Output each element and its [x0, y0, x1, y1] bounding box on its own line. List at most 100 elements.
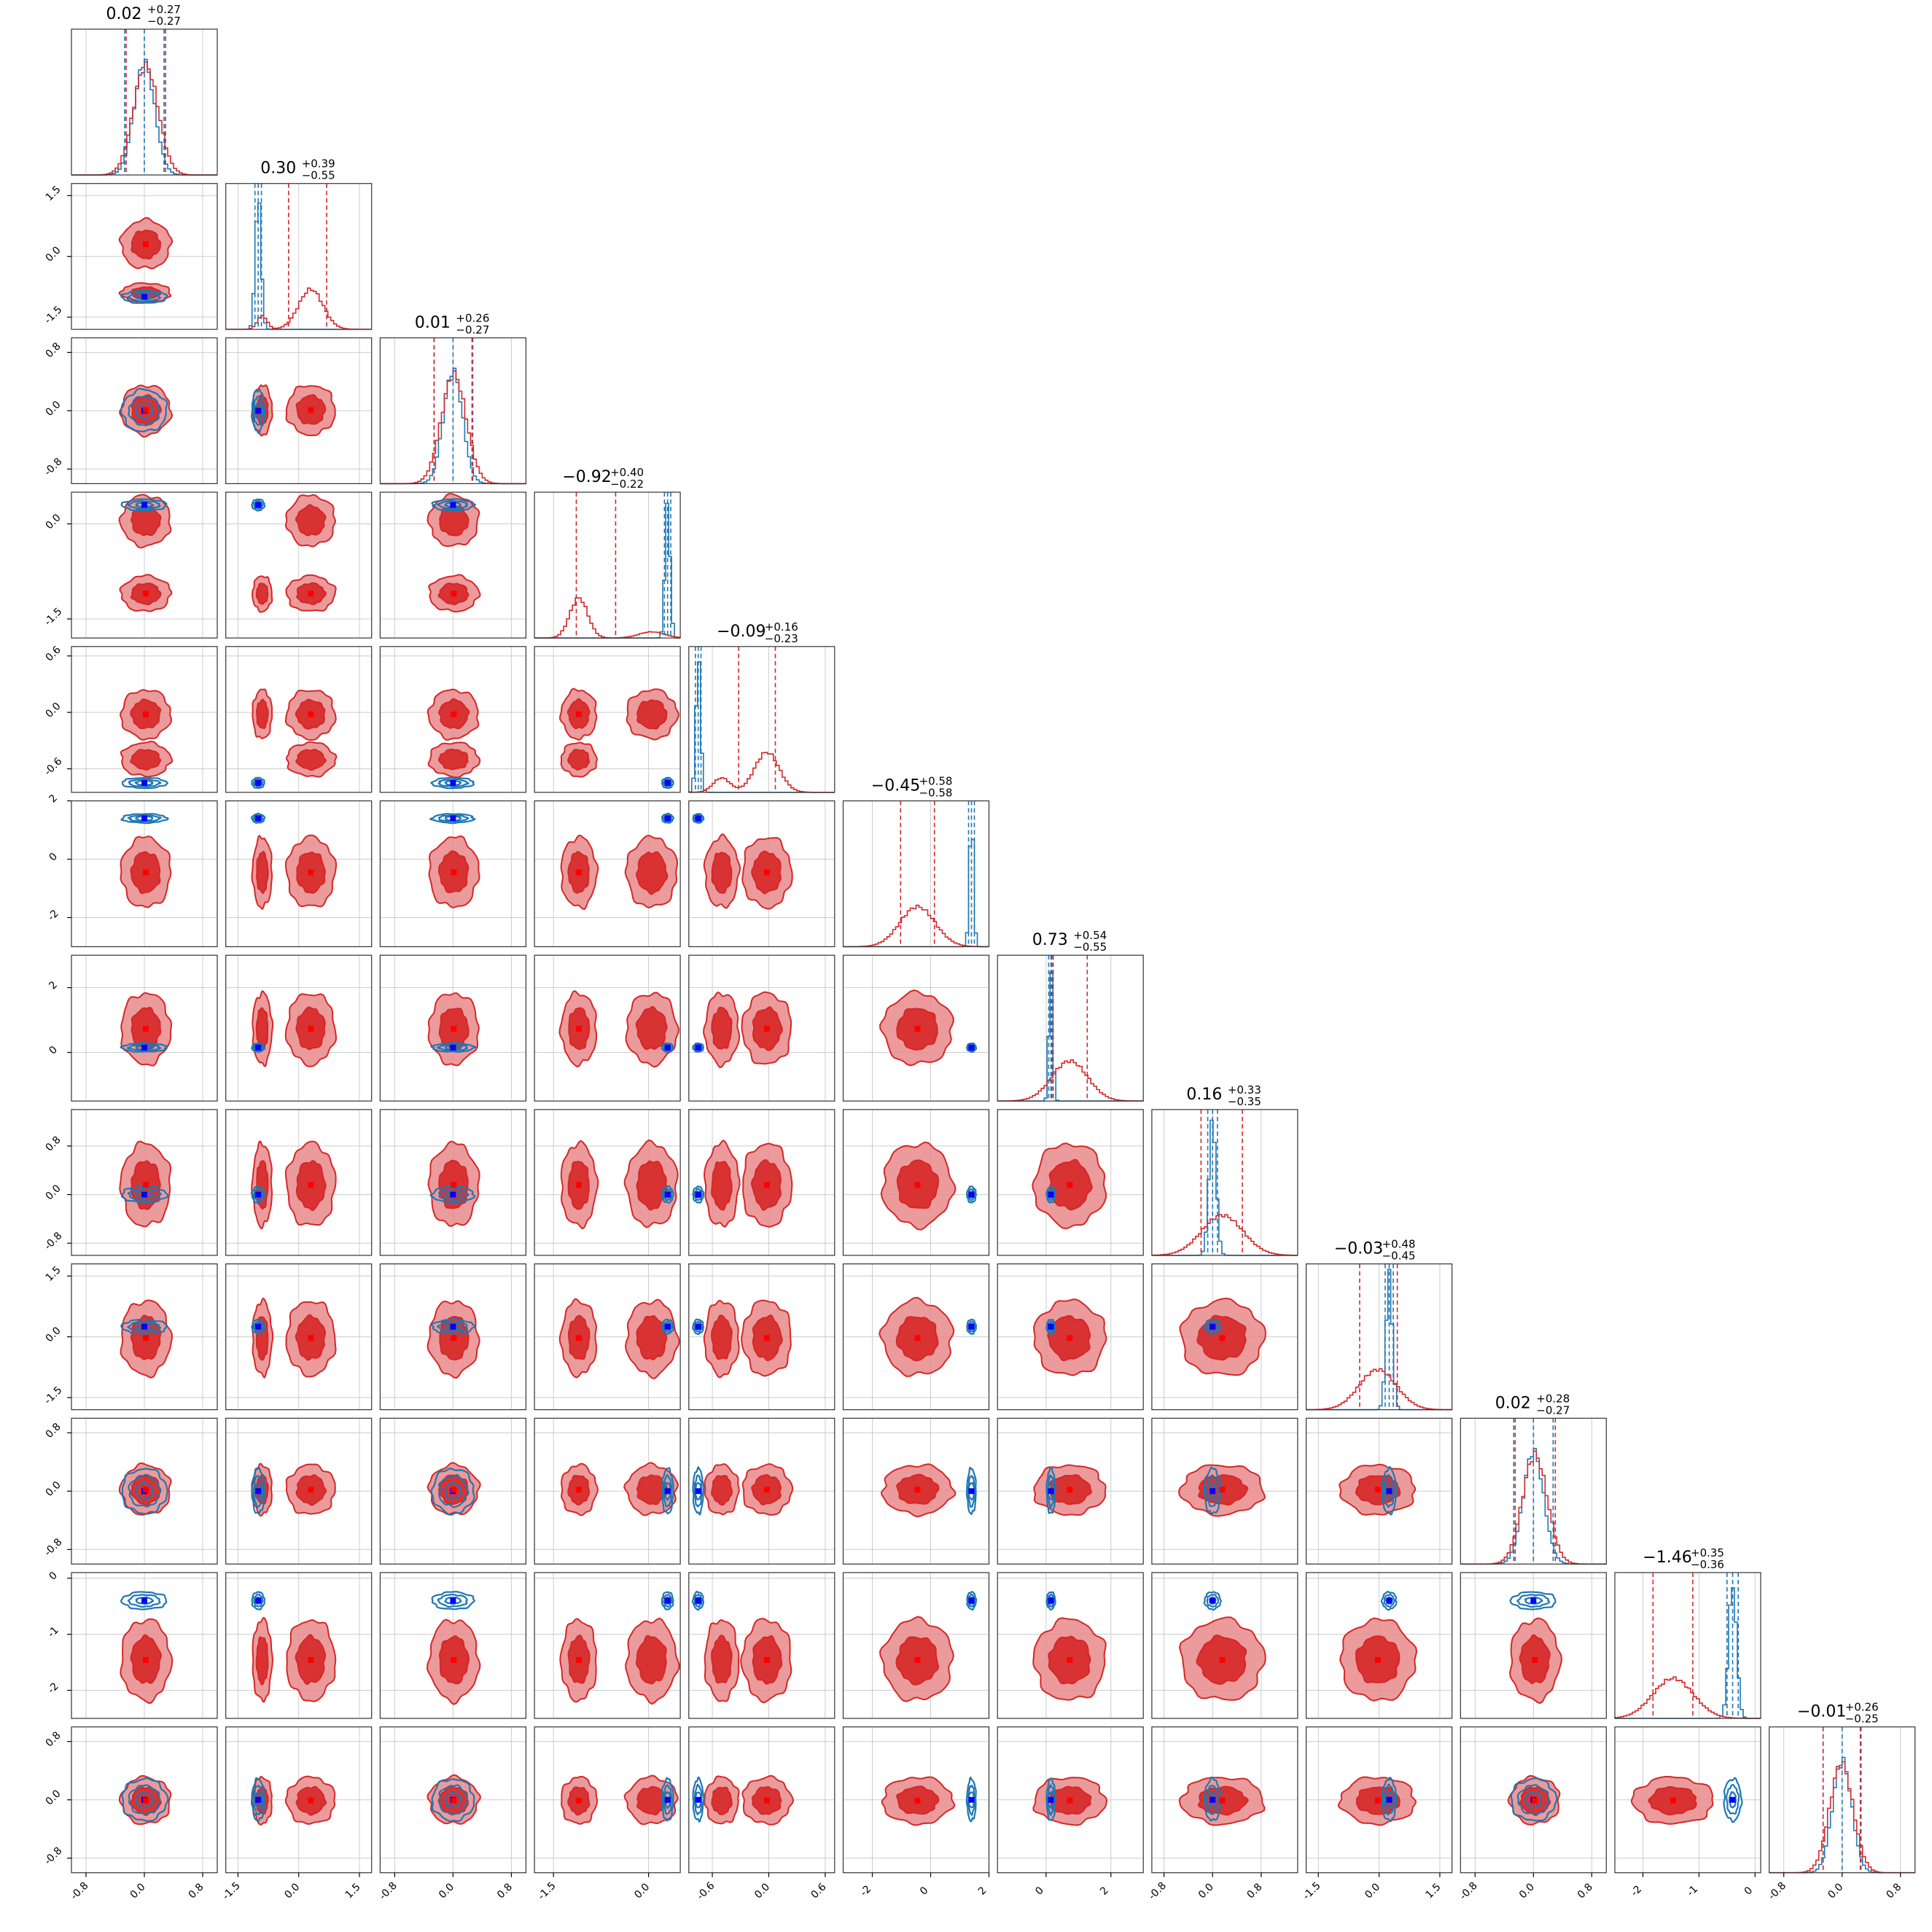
panel-6-4 [688, 954, 835, 1102]
panel-3-2 [379, 491, 527, 639]
red-histogram [997, 1059, 1144, 1102]
panel-frame [1151, 1572, 1298, 1719]
blue-contour-1 [663, 1473, 673, 1508]
red-marker [1067, 1487, 1073, 1493]
blue-contour-0 [120, 1318, 168, 1335]
red-marker [143, 1487, 149, 1493]
blue-contour-1 [253, 1785, 264, 1815]
blue-contour-1 [1206, 1474, 1219, 1508]
diag-panel-9: 0.02 +0.28−0.27 [1460, 1392, 1607, 1565]
diag-panel-7: 0.16 +0.33−0.35 [1151, 1083, 1298, 1256]
blue-contour-1 [253, 499, 264, 510]
y-tick-label: 0.0 [44, 1788, 63, 1807]
diag-title-11: −0.01 [1797, 1703, 1846, 1721]
red-contour-inner [711, 1161, 733, 1211]
blue-marker [1386, 1488, 1392, 1495]
blue-marker [255, 779, 262, 786]
panel-7-3 [534, 1109, 681, 1256]
panel-frame [225, 800, 373, 948]
panel-frame [71, 28, 218, 176]
panel-frame [688, 1263, 835, 1411]
y-tick-label: -1.5 [42, 606, 65, 628]
diag-title-minus-8: −0.45 [1382, 1250, 1416, 1263]
blue-contour-0 [121, 776, 169, 790]
red-marker [914, 1797, 921, 1804]
blue-marker [664, 1796, 671, 1803]
blue-contour-1 [437, 1320, 468, 1333]
blue-contour-1 [1516, 1784, 1551, 1815]
diag-title-7: 0.16 [1186, 1086, 1222, 1104]
panel-frame [688, 1726, 835, 1874]
red-marker [308, 591, 314, 597]
panel-3-1 [225, 491, 373, 639]
blue-contour-0 [431, 498, 477, 512]
panel-frame [379, 491, 527, 639]
red-contour-inner [130, 749, 162, 771]
red-marker [308, 1797, 314, 1804]
blue-contour-1 [1206, 1594, 1220, 1608]
panel-frame [1460, 1572, 1607, 1719]
blue-contour-1 [253, 1320, 264, 1333]
panel-frame [842, 1726, 990, 1874]
blue-contour-0 [430, 1318, 476, 1335]
blue-contour-1 [437, 814, 470, 823]
red-marker [143, 1182, 149, 1188]
blue-contour-2 [1728, 1791, 1737, 1809]
panel-9-2 [379, 1417, 527, 1565]
blue-contour-2 [694, 1791, 702, 1809]
blue-marker [255, 502, 262, 508]
x-tick-label: -1.5 [220, 1880, 243, 1903]
blue-contour-2 [135, 502, 155, 508]
blue-contour-0 [661, 1318, 674, 1336]
x-tick-label: 0.8 [1884, 1881, 1904, 1901]
y-tick-label: -1 [46, 1624, 61, 1640]
red-contour-inner [635, 1635, 667, 1685]
diag-title-4: −0.09 [717, 623, 766, 641]
blue-contour-0 [429, 1042, 478, 1053]
blue-marker [141, 294, 147, 300]
blue-marker [1048, 1191, 1054, 1198]
panel-6-5 [842, 954, 990, 1102]
blue-contour-0 [1381, 1776, 1398, 1823]
red-marker [575, 1487, 582, 1493]
blue-contour-0 [1045, 1591, 1056, 1610]
panel-11-9: -0.8 0.0 0.8 [1457, 1726, 1607, 1902]
panel-8-7 [1151, 1263, 1298, 1411]
red-marker [1067, 1335, 1073, 1341]
blue-contour-0 [120, 1042, 168, 1053]
red-marker [763, 1026, 770, 1032]
red-marker [763, 1657, 770, 1663]
panel-frame [225, 1263, 373, 1411]
red-contour-inner [636, 1160, 668, 1211]
panel-10-9 [1460, 1572, 1607, 1719]
y-tick-label: -2 [46, 1680, 61, 1696]
red-marker [914, 1026, 921, 1032]
panel-frame [225, 646, 373, 793]
blue-contour-1 [1383, 1473, 1395, 1508]
diag-title-plus-7: +0.33 [1228, 1083, 1261, 1097]
blue-contour-1 [128, 395, 161, 426]
red-histogram [1614, 1676, 1761, 1719]
blue-contour-2 [134, 1481, 154, 1501]
panel-4-3 [534, 646, 681, 793]
x-tick-label: 0.0 [752, 1881, 772, 1901]
blue-marker [255, 1044, 262, 1051]
panel-frame [71, 646, 218, 793]
panel-frame [379, 1417, 527, 1565]
blue-contour-2 [135, 1323, 155, 1331]
panel-1-0: -1.5 0.0 1.5 [42, 183, 218, 330]
blue-marker [450, 1323, 456, 1330]
blue-marker [664, 779, 671, 786]
y-tick-label: 0.0 [44, 1325, 63, 1344]
blue-contour-0 [250, 1777, 265, 1823]
blue-marker [1210, 1597, 1216, 1604]
panel-5-0: -2 0 2 [46, 792, 218, 948]
blue-contour-2 [444, 1791, 462, 1809]
blue-marker [1386, 1597, 1392, 1604]
panel-8-0: -1.5 0.0 1.5 [42, 1263, 218, 1411]
blue-marker [450, 1597, 456, 1604]
blue-contour-2 [444, 502, 462, 508]
panel-2-1 [225, 337, 373, 484]
y-tick-label: -1.5 [42, 1384, 65, 1407]
blue-contour-0 [661, 776, 674, 790]
